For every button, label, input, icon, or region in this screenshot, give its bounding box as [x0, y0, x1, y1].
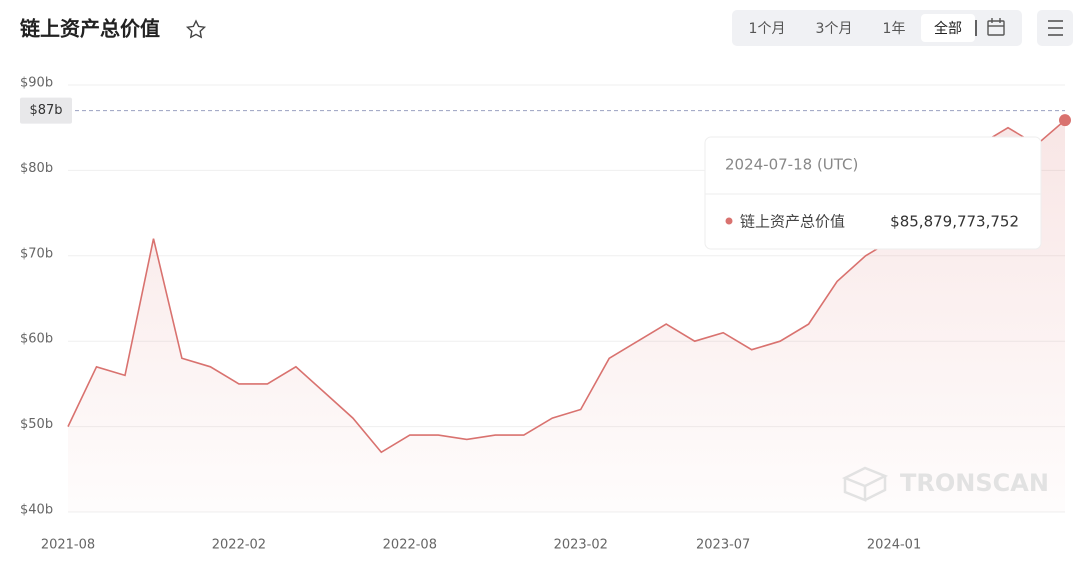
y-tick-label: $80b	[20, 161, 53, 176]
range-button[interactable]: 1年	[883, 21, 906, 37]
tooltip-date: 2024-07-18 (UTC)	[725, 156, 858, 174]
watermark: TRONSCAN	[900, 469, 1049, 497]
watermark-logo	[841, 466, 889, 502]
tooltip: 2024-07-18 (UTC) 链上资产总价值 $85,879,773,752	[704, 136, 1042, 250]
x-tick-label: 2022-02	[212, 538, 266, 553]
crosshair-label: $87b	[29, 103, 62, 118]
y-tick-label: $40b	[20, 503, 53, 518]
y-tick-label: $60b	[20, 332, 53, 347]
x-tick-label: 2024-01	[867, 538, 921, 553]
calendar-icon[interactable]	[987, 18, 1005, 36]
chart-title: 链上资产总价值	[20, 17, 160, 41]
active-button-bg	[921, 14, 975, 42]
tooltip-dot	[725, 217, 733, 225]
x-tick-label: 2023-02	[554, 538, 608, 553]
tooltip-series: 链上资产总价值	[740, 213, 845, 231]
range-button[interactable]: 1个月	[749, 21, 786, 37]
tooltip-value: $85,879,773,752	[890, 213, 1019, 231]
y-tick-label: $90b	[20, 76, 53, 91]
x-tick-label: 2023-07	[696, 538, 750, 553]
y-tick-label: $50b	[20, 417, 53, 432]
menu-icon	[1048, 20, 1063, 36]
range-button[interactable]: 3个月	[816, 21, 853, 37]
y-tick-label: $70b	[20, 246, 53, 261]
star-icon[interactable]	[185, 19, 207, 39]
area	[68, 120, 1065, 512]
range-button[interactable]: 全部	[934, 20, 962, 37]
tooltip-box	[704, 136, 1042, 250]
x-tick-label: 2022-08	[383, 538, 437, 553]
x-tick-label: 2021-08	[41, 538, 95, 553]
hover-point	[1059, 114, 1071, 127]
crosshair-label-bg	[20, 97, 72, 124]
